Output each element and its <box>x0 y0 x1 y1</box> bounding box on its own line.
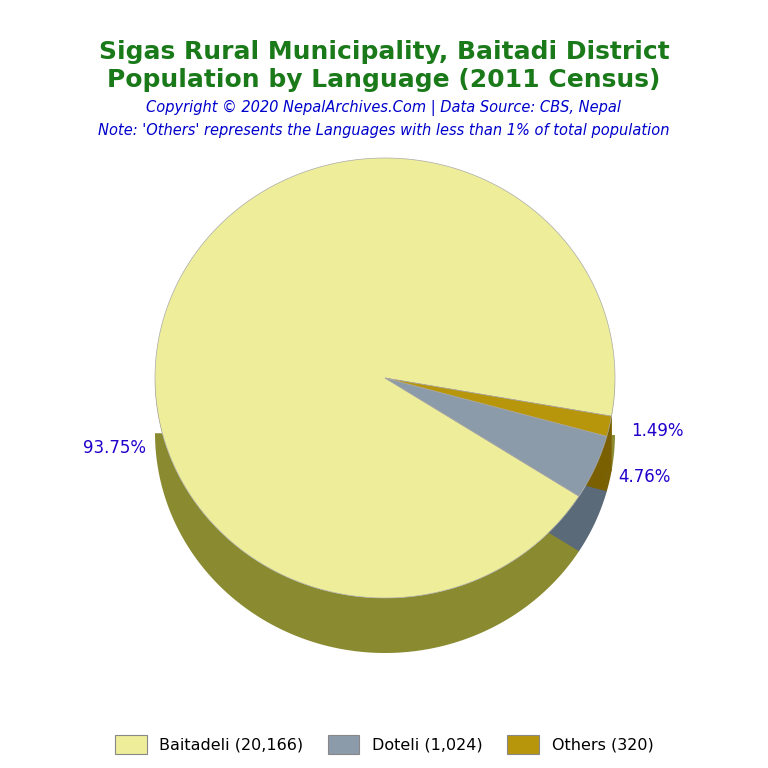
Polygon shape <box>385 378 607 492</box>
Text: 93.75%: 93.75% <box>83 439 146 457</box>
Text: 4.76%: 4.76% <box>618 468 670 486</box>
Polygon shape <box>385 378 611 472</box>
Polygon shape <box>607 416 611 492</box>
Text: Copyright © 2020 NepalArchives.Com | Data Source: CBS, Nepal: Copyright © 2020 NepalArchives.Com | Dat… <box>147 100 621 116</box>
Polygon shape <box>155 378 615 653</box>
Text: Sigas Rural Municipality, Baitadi District: Sigas Rural Municipality, Baitadi Distri… <box>98 40 670 64</box>
Polygon shape <box>579 436 607 551</box>
Text: 1.49%: 1.49% <box>631 422 684 440</box>
Polygon shape <box>385 378 607 496</box>
Polygon shape <box>155 158 615 598</box>
Legend: Baitadeli (20,166), Doteli (1,024), Others (320): Baitadeli (20,166), Doteli (1,024), Othe… <box>108 729 660 760</box>
Text: Note: 'Others' represents the Languages with less than 1% of total population: Note: 'Others' represents the Languages … <box>98 123 670 138</box>
Text: Population by Language (2011 Census): Population by Language (2011 Census) <box>108 68 660 92</box>
Polygon shape <box>385 378 579 551</box>
Polygon shape <box>385 378 611 472</box>
Polygon shape <box>385 378 579 551</box>
Polygon shape <box>385 378 607 492</box>
Polygon shape <box>385 378 611 436</box>
